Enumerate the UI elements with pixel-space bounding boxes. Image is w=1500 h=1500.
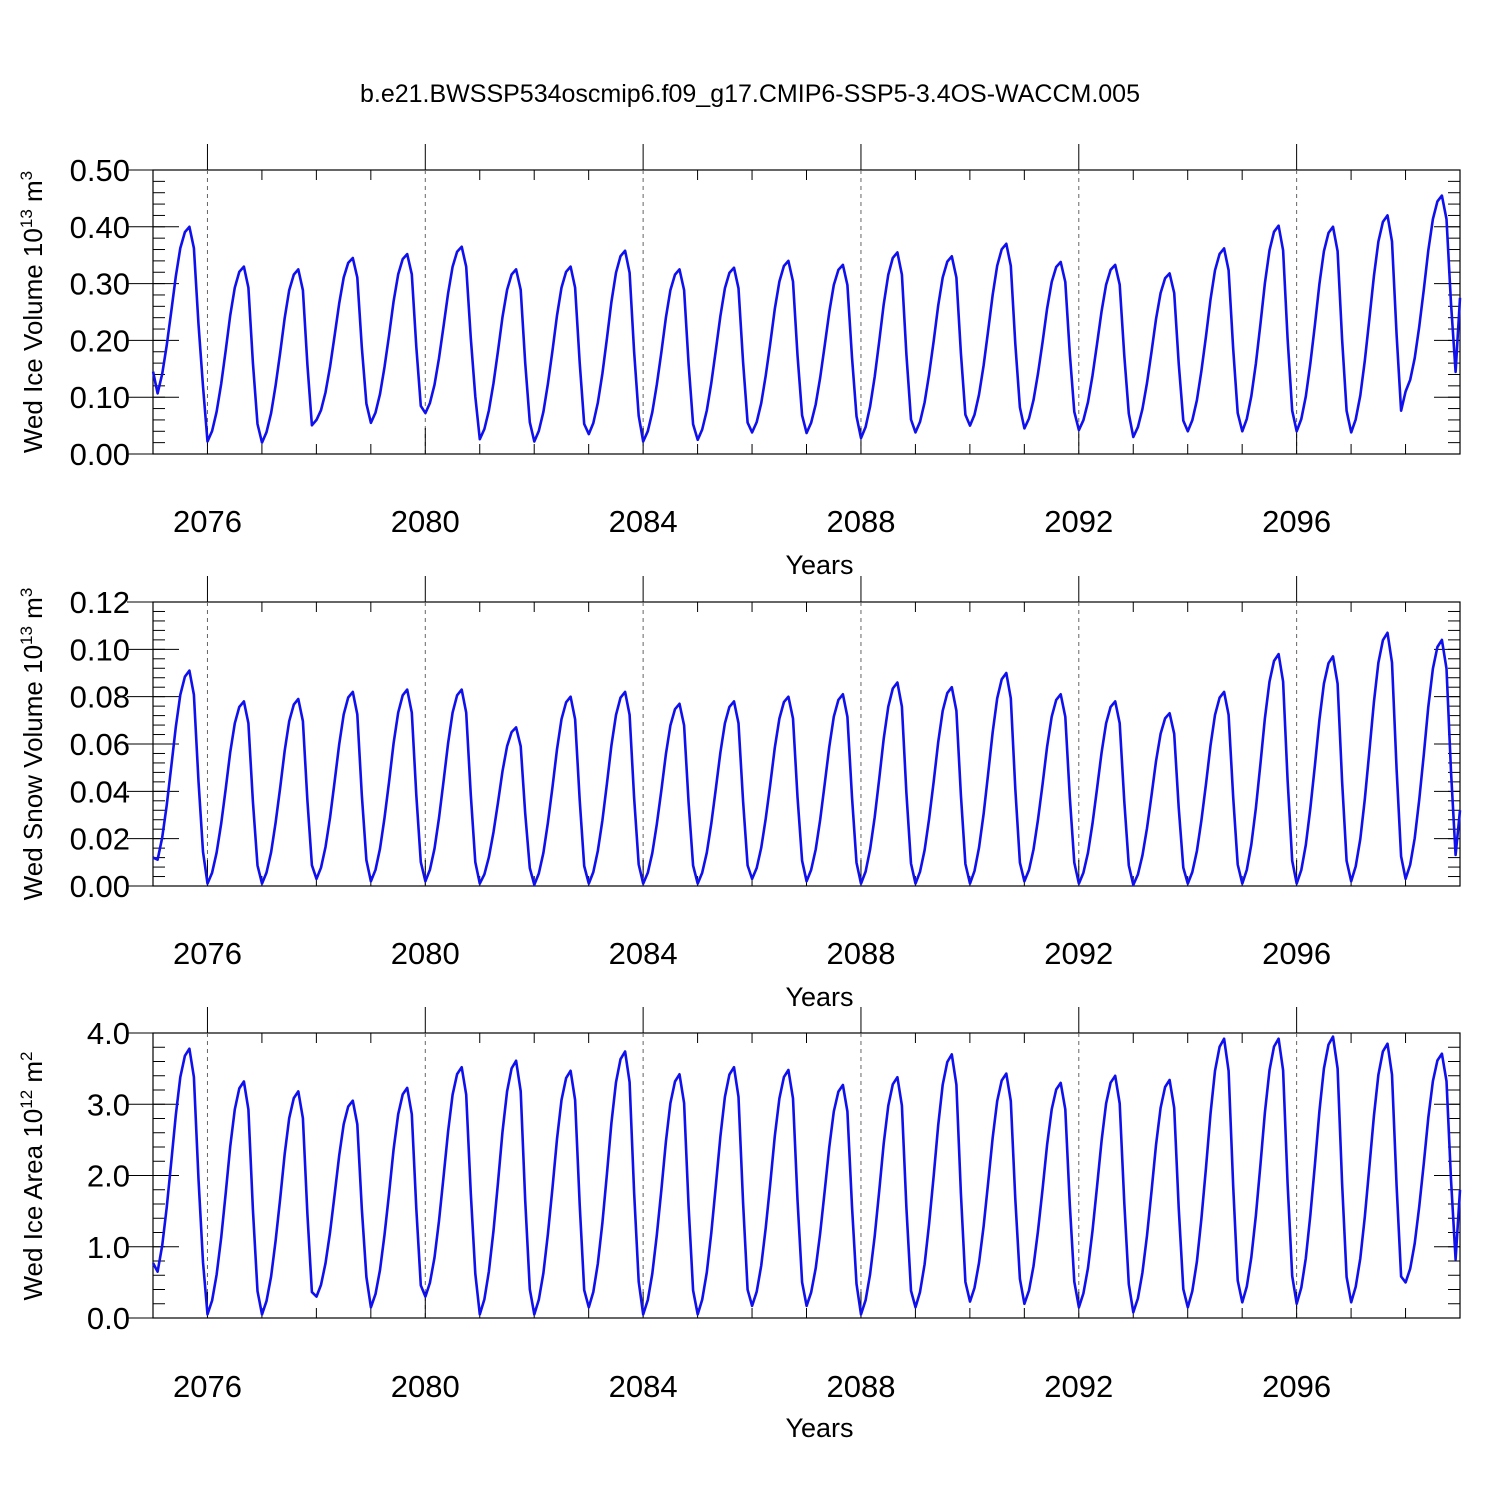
panel-2-xtick-label: 2076 <box>173 936 242 971</box>
panel-1-xtick-label: 2080 <box>391 504 460 539</box>
panel-1-series-line <box>151 194 1462 444</box>
panel-2-xtick-label: 2092 <box>1044 936 1113 971</box>
panel-2-xtick-label: 2080 <box>391 936 460 971</box>
panel-1-xtick-label: 2088 <box>826 504 895 539</box>
panel-3-xtick-label: 2092 <box>1044 1369 1113 1404</box>
panel-1-xtick-label: 2096 <box>1262 504 1331 539</box>
panel-1-ytick-label: 0.50 <box>70 153 130 188</box>
panel-3-ytick-label: 1.0 <box>87 1230 130 1265</box>
panel-2-xlabel: Years <box>785 982 853 1012</box>
panel-3-ytick-label: 4.0 <box>87 1016 130 1051</box>
panel-1-ytick-label: 0.10 <box>70 380 130 415</box>
panel-2-ytick-label: 0.02 <box>70 822 130 857</box>
figure-title: b.e21.BWSSP534oscmip6.f09_g17.CMIP6-SSP5… <box>360 80 1140 108</box>
panel-2-xtick-label: 2084 <box>609 936 678 971</box>
panel-1-frame <box>152 169 1461 455</box>
panel-3-xlabel: Years <box>785 1413 853 1443</box>
panel-3-xtick-label: 2096 <box>1262 1369 1331 1404</box>
panel-3-xtick-label: 2088 <box>826 1369 895 1404</box>
panel-2-ytick-label: 0.10 <box>70 632 130 667</box>
panel-2-ytick-label: 0.12 <box>70 585 130 620</box>
panel-3-xtick-label: 2084 <box>609 1369 678 1404</box>
panel-3-ylabel: Wed Ice Area 1012 m2 <box>17 1051 48 1300</box>
panel-1-ytick-label: 0.30 <box>70 267 130 302</box>
panel-3-ytick-label: 0.0 <box>87 1301 130 1336</box>
panel-1-ytick-label: 0.00 <box>70 437 130 472</box>
panel-2-ytick-label: 0.08 <box>70 680 130 715</box>
panel-1-xlabel: Years <box>785 550 853 580</box>
panel-3-ytick-label: 3.0 <box>87 1087 130 1122</box>
panel-2-xtick-label: 2096 <box>1262 936 1331 971</box>
panel-3-frame <box>152 1032 1461 1319</box>
panel-3-xtick-label: 2080 <box>391 1369 460 1404</box>
panel-2-frame <box>152 601 1461 887</box>
panel-1-ytick-label: 0.40 <box>70 210 130 245</box>
panel-3-xtick-label: 2076 <box>173 1369 242 1404</box>
panel-2-ytick-label: 0.06 <box>70 727 130 762</box>
panel-2-series-line <box>152 631 1462 887</box>
panel-1-xtick-label: 2084 <box>609 504 678 539</box>
panel-3-series-line <box>151 1035 1462 1316</box>
panel-1-xtick-label: 2076 <box>173 504 242 539</box>
panel-2-ytick-label: 0.04 <box>70 774 130 809</box>
panel-2-ylabel: Wed Snow Volume 1013 m3 <box>17 588 48 901</box>
panel-2-xtick-label: 2088 <box>826 936 895 971</box>
panel-2-ytick-label: 0.00 <box>70 869 130 904</box>
panel-1-ytick-label: 0.20 <box>70 323 130 358</box>
panel-1-ylabel: Wed Ice Volume 1013 m3 <box>17 171 48 453</box>
panel-1-xtick-label: 2092 <box>1044 504 1113 539</box>
panel-3-ytick-label: 2.0 <box>87 1159 130 1194</box>
